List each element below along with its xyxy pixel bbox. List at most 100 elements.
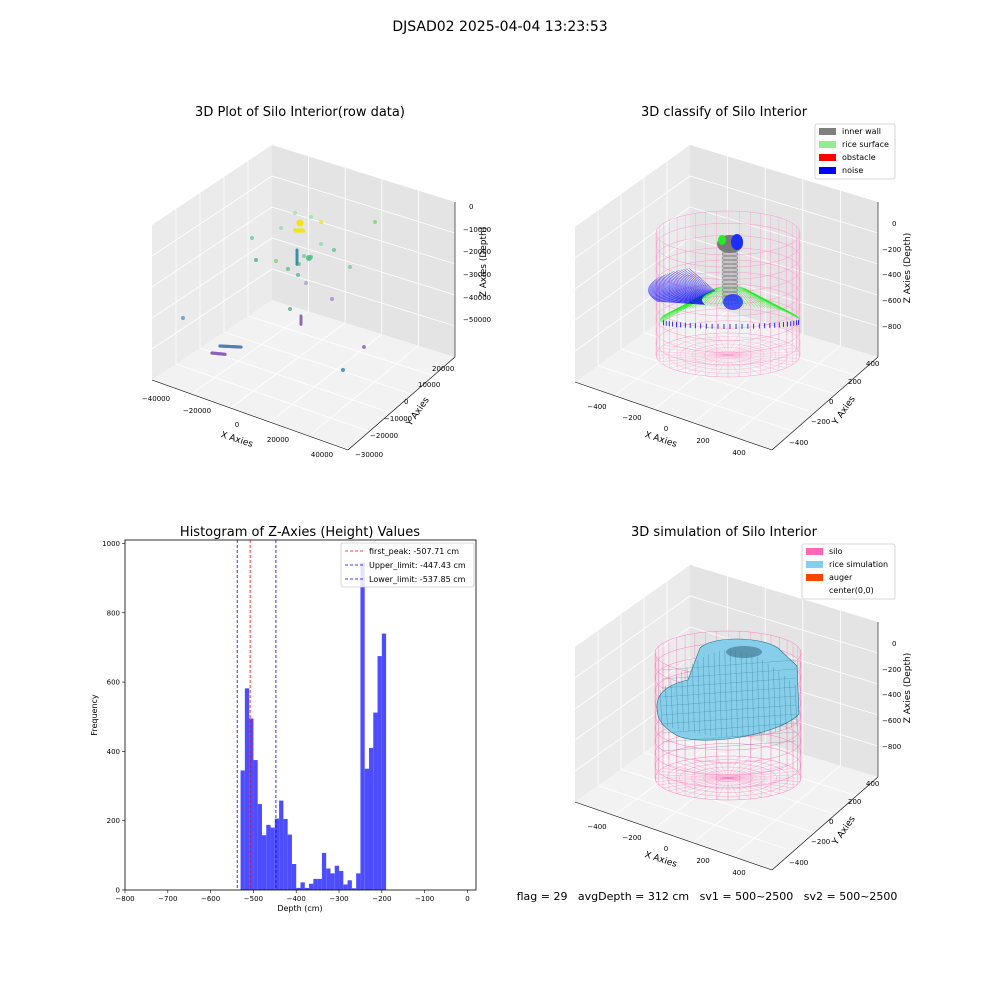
rice-surface-point-streak bbox=[747, 291, 800, 319]
histogram-bar bbox=[313, 878, 318, 890]
raw-z-ticks: 0 −10000 −20000 −30000 −40000 −50000 bbox=[463, 203, 491, 324]
raw-x-ticks: −40000 −20000 0 20000 40000 bbox=[142, 395, 333, 459]
histogram-bars bbox=[240, 562, 387, 890]
simulation-silo-floor-spoke bbox=[727, 777, 740, 800]
noise-point-streak bbox=[656, 301, 705, 305]
noise-point-streak bbox=[650, 282, 704, 298]
raw-scatter-point bbox=[341, 368, 345, 372]
rice-simulation-mesh-line bbox=[670, 680, 673, 728]
histogram-x-tick-label: 0 bbox=[465, 895, 469, 903]
histogram-x-tick-label: −300 bbox=[329, 895, 348, 903]
noise-point-streak bbox=[680, 269, 713, 293]
axes-grid-line bbox=[308, 345, 419, 437]
classify-z-tick: −800 bbox=[882, 323, 901, 331]
axes-grid-line bbox=[732, 765, 841, 857]
classify-legend-frame bbox=[814, 123, 896, 180]
histogram-bar bbox=[249, 718, 254, 890]
classify-silo-floor-spoke bbox=[727, 354, 771, 373]
histogram-bar bbox=[240, 770, 245, 890]
noise-point-streak bbox=[688, 267, 716, 292]
rice-simulation-mesh-line bbox=[794, 685, 798, 727]
histogram-y-label: Frequency bbox=[90, 694, 99, 736]
simulation-z-tick: −400 bbox=[882, 691, 901, 699]
rice-simulation-mesh-line bbox=[661, 668, 797, 680]
noise-point-streak bbox=[655, 300, 705, 305]
rice-simulation-mesh-line bbox=[686, 667, 690, 732]
raw-z-tick: −40000 bbox=[463, 294, 491, 302]
histogram-axes-frame bbox=[124, 539, 477, 891]
classify-x-tick: 0 bbox=[664, 425, 668, 433]
raw-scatter-point bbox=[332, 248, 336, 252]
simulation-silo-floor-spoke bbox=[727, 777, 794, 789]
noise-point-streak bbox=[652, 281, 704, 297]
legend-label-auger: auger bbox=[829, 573, 853, 582]
noise-point-streak bbox=[663, 275, 708, 295]
classify-y-tick: 400 bbox=[866, 360, 879, 368]
legend-swatch-auger bbox=[806, 574, 823, 581]
axes-floor-pane bbox=[152, 300, 455, 450]
classify-silo-floor-spoke bbox=[656, 354, 729, 359]
classify-silo-floor-spoke bbox=[727, 354, 793, 366]
raw-x-tick: −20000 bbox=[183, 407, 211, 415]
raw-x-tick: 40000 bbox=[311, 451, 333, 459]
simulation-silo-floor-spoke bbox=[727, 777, 801, 782]
simulation-silo-floor-spoke bbox=[727, 767, 794, 779]
histogram-bar bbox=[343, 884, 348, 890]
noise-point-streak bbox=[661, 275, 707, 295]
raw-scatter-point bbox=[274, 259, 278, 263]
noise-point-streak bbox=[678, 270, 713, 293]
noise-point-streak bbox=[683, 269, 714, 292]
simulation-axes-box bbox=[574, 565, 879, 871]
rice-simulation-mesh-line bbox=[730, 649, 733, 738]
raw-y-tick: −30000 bbox=[355, 451, 383, 459]
noise-point-streak bbox=[655, 279, 705, 297]
histogram-x-tick-label: −700 bbox=[158, 895, 177, 903]
raw-x-tick: 20000 bbox=[267, 436, 289, 444]
raw-y-tick: 20000 bbox=[432, 365, 454, 373]
histogram-bar bbox=[360, 562, 365, 890]
histogram-y-tick-label: 200 bbox=[107, 817, 120, 825]
histogram-bar bbox=[373, 712, 378, 890]
histogram-bar bbox=[296, 887, 301, 890]
classify-silo-floor-spoke bbox=[677, 354, 729, 371]
rice-simulation-mesh-line bbox=[773, 667, 776, 732]
raw-x-label: X Axies bbox=[219, 430, 254, 450]
noise-point-streak bbox=[673, 271, 711, 293]
noise-point-streak bbox=[648, 293, 703, 302]
simulation-y-ticks: −400 −200 0 200 400 bbox=[789, 780, 879, 867]
noise-point-streak bbox=[654, 299, 705, 305]
classify-x-tick: 200 bbox=[696, 437, 709, 445]
raw-scatter-point bbox=[319, 242, 323, 246]
simulation-silo-floor-spoke bbox=[727, 774, 801, 779]
raw-z-tick: −10000 bbox=[463, 226, 491, 234]
raw-y-tick: −20000 bbox=[370, 432, 398, 440]
histogram-bar bbox=[377, 656, 382, 890]
raw-scatter-point bbox=[295, 262, 299, 266]
histogram-x-tick-label: −600 bbox=[201, 895, 220, 903]
histogram-legend-frame bbox=[340, 542, 475, 588]
noise-point-streak bbox=[686, 268, 715, 292]
histogram-bar bbox=[347, 880, 352, 890]
rice-simulation-mesh-line bbox=[713, 652, 717, 737]
histogram-x-tick-label: −800 bbox=[115, 895, 134, 903]
simulation-silo-floor-spoke bbox=[727, 777, 788, 792]
noise-point-streak bbox=[665, 274, 708, 295]
rice-simulation-mesh-line bbox=[661, 722, 797, 734]
classify-silo-floor-spoke bbox=[677, 339, 729, 356]
histogram-bar bbox=[368, 747, 374, 890]
simulation-x-label: X Axies bbox=[643, 850, 678, 870]
noise-point-streak bbox=[675, 270, 712, 293]
axes-floor-pane bbox=[575, 720, 878, 870]
classify-silo-floor-spoke bbox=[727, 354, 740, 377]
noise-cluster bbox=[723, 294, 743, 310]
axes-grid-line bbox=[620, 768, 815, 834]
simulation-y-tick: 0 bbox=[829, 818, 833, 826]
rice-simulation-mesh-line bbox=[735, 650, 738, 737]
histogram-bar bbox=[351, 888, 357, 890]
rice-surface-point-streak bbox=[691, 286, 721, 309]
axes-grid-line bbox=[620, 348, 815, 414]
simulation-silo-floor-spoke bbox=[694, 758, 729, 779]
raw-y-tick: −10000 bbox=[384, 415, 412, 423]
noise-point-streak bbox=[648, 286, 703, 300]
